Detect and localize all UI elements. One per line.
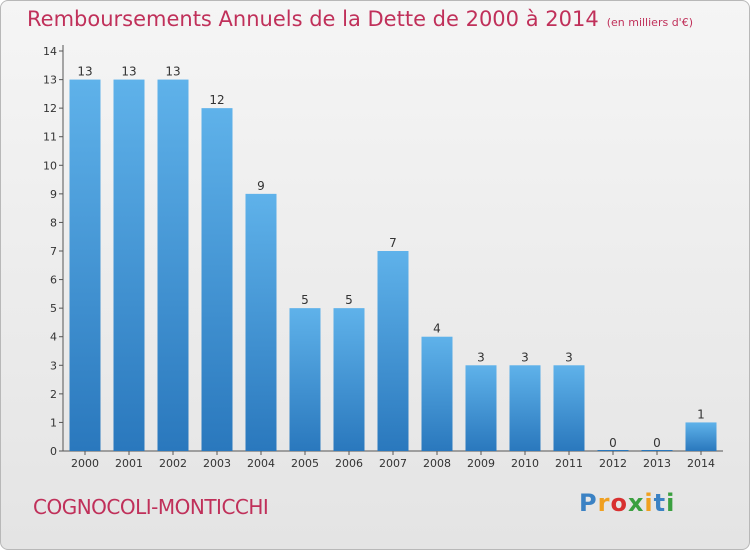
y-tick-label: 6 <box>50 274 57 287</box>
data-label: 3 <box>565 350 573 364</box>
bar <box>685 422 717 451</box>
y-tick-label: 2 <box>50 388 57 401</box>
x-tick-label: 2004 <box>247 457 275 470</box>
y-tick-label: 11 <box>43 131 57 144</box>
y-tick-label: 5 <box>50 302 57 315</box>
data-label: 4 <box>433 322 441 336</box>
bar <box>113 79 145 452</box>
chart-title: Remboursements Annuels de la Dette de 20… <box>27 7 693 31</box>
data-label: 12 <box>209 93 224 107</box>
bar <box>289 308 321 451</box>
logo-letter: r <box>597 489 611 517</box>
chart-unit: (en milliers d'€) <box>606 16 693 29</box>
y-tick-label: 4 <box>50 331 57 344</box>
bar <box>641 450 673 451</box>
logo-letter: t <box>653 489 667 517</box>
data-label: 3 <box>521 350 529 364</box>
logo-letter: i <box>666 489 676 517</box>
data-label: 0 <box>609 436 617 450</box>
x-tick-label: 2014 <box>687 457 715 470</box>
logo-letter: x <box>627 489 645 517</box>
data-label: 5 <box>345 293 353 307</box>
data-label: 9 <box>257 179 265 193</box>
x-tick-label: 2011 <box>555 457 583 470</box>
x-tick-label: 2007 <box>379 457 407 470</box>
x-tick-label: 2006 <box>335 457 363 470</box>
proxiti-logo: Proxiti <box>579 489 675 517</box>
y-tick-label: 12 <box>43 102 57 115</box>
y-tick-label: 10 <box>43 159 57 172</box>
x-tick-label: 2008 <box>423 457 451 470</box>
x-tick-label: 2003 <box>203 457 231 470</box>
data-label: 0 <box>653 436 661 450</box>
bar <box>509 365 541 451</box>
bar <box>421 336 453 451</box>
y-tick-label: 8 <box>50 216 57 229</box>
x-tick-label: 2010 <box>511 457 539 470</box>
commune-name: COGNOCOLI-MONTICCHI <box>33 495 269 519</box>
bar <box>157 79 189 452</box>
data-label: 1 <box>697 407 705 421</box>
data-label: 7 <box>389 236 397 250</box>
x-tick-label: 2012 <box>599 457 627 470</box>
logo-letter: o <box>610 489 628 517</box>
x-tick-label: 2001 <box>115 457 143 470</box>
y-tick-label: 9 <box>50 188 57 201</box>
data-label: 13 <box>121 65 136 79</box>
x-tick-label: 2009 <box>467 457 495 470</box>
bar <box>553 365 585 451</box>
bar <box>201 108 233 452</box>
y-tick-label: 1 <box>50 416 57 429</box>
logo-letter: i <box>644 489 654 517</box>
data-label: 5 <box>301 293 309 307</box>
x-tick-label: 2002 <box>159 457 187 470</box>
bar <box>465 365 497 451</box>
x-tick-label: 2000 <box>71 457 99 470</box>
x-tick-label: 2013 <box>643 457 671 470</box>
data-label: 13 <box>165 65 180 79</box>
y-tick-label: 7 <box>50 245 57 258</box>
x-tick-label: 2005 <box>291 457 319 470</box>
y-tick-label: 3 <box>50 359 57 372</box>
data-label: 3 <box>477 350 485 364</box>
bar <box>597 450 629 451</box>
bar <box>377 251 409 451</box>
y-tick-label: 14 <box>43 45 57 58</box>
y-tick-label: 13 <box>43 74 57 87</box>
bar <box>333 308 365 451</box>
chart-title-text: Remboursements Annuels de la Dette de 20… <box>27 7 599 31</box>
logo-letter: P <box>579 489 598 517</box>
y-tick-label: 0 <box>50 445 57 458</box>
bar <box>245 193 277 451</box>
data-label: 13 <box>77 65 92 79</box>
bar <box>69 79 101 452</box>
